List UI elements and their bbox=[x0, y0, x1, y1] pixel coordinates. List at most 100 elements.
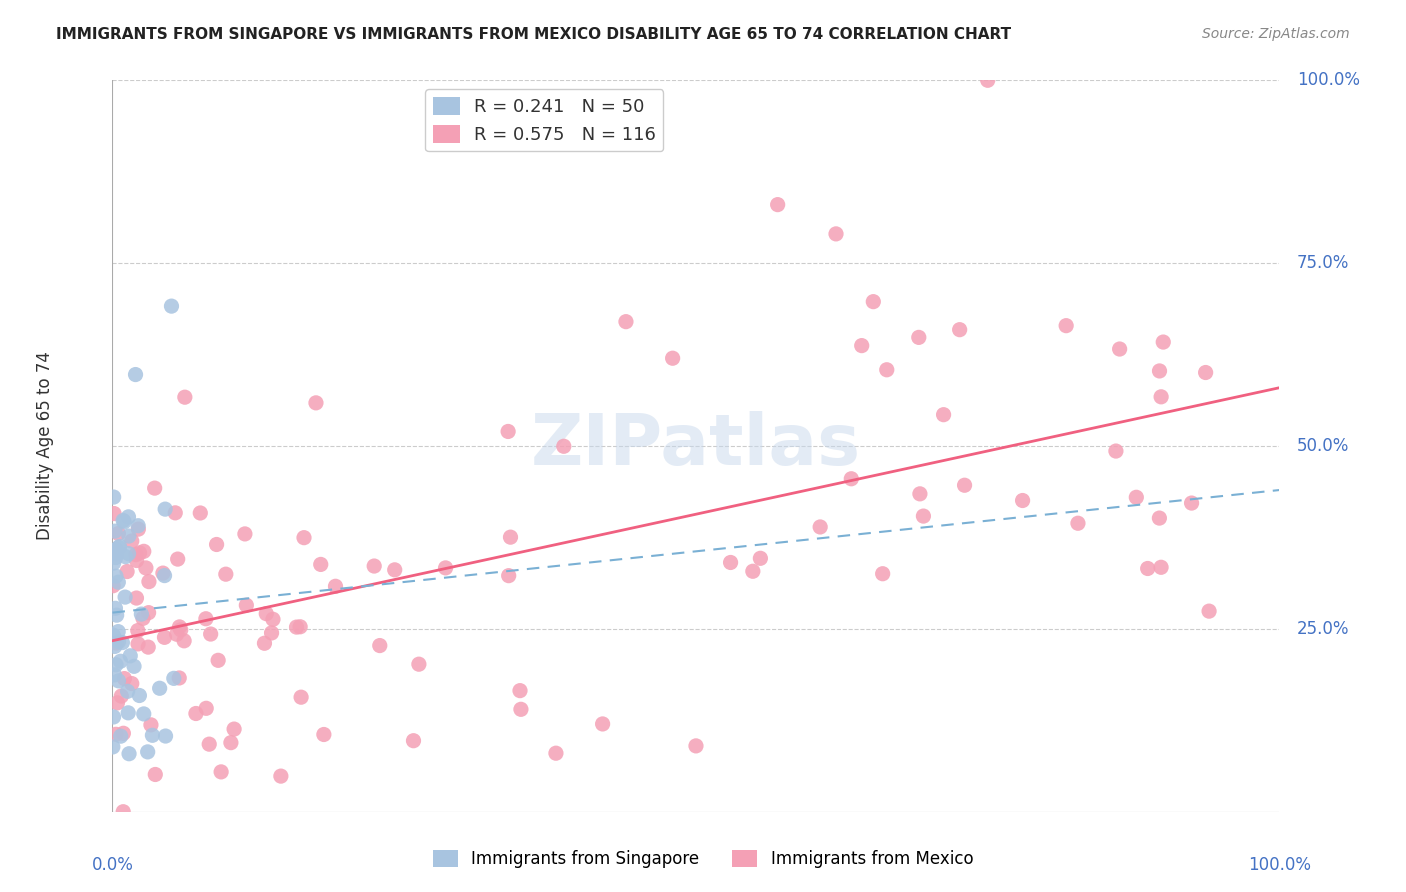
Point bbox=[122, 659, 145, 673]
Point bbox=[173, 633, 195, 648]
Point bbox=[205, 537, 228, 551]
Point bbox=[105, 608, 128, 623]
Text: Source: ZipAtlas.com: Source: ZipAtlas.com bbox=[1202, 27, 1350, 41]
Point bbox=[163, 671, 186, 685]
Point bbox=[107, 634, 129, 648]
Point bbox=[138, 606, 160, 620]
Point bbox=[132, 611, 155, 625]
Legend: Immigrants from Singapore, Immigrants from Mexico: Immigrants from Singapore, Immigrants fr… bbox=[426, 843, 980, 875]
Point bbox=[270, 769, 292, 783]
Point bbox=[105, 542, 128, 557]
Point bbox=[103, 556, 125, 570]
Point bbox=[125, 548, 148, 562]
Point bbox=[118, 529, 141, 543]
Point bbox=[839, 472, 862, 486]
Point bbox=[107, 526, 129, 541]
Point bbox=[1054, 318, 1077, 333]
Point bbox=[149, 681, 172, 696]
Point bbox=[127, 637, 149, 651]
Point bbox=[544, 746, 567, 760]
Point bbox=[128, 546, 150, 560]
Point bbox=[125, 591, 148, 605]
Point bbox=[173, 390, 195, 404]
Point bbox=[104, 569, 127, 583]
Text: 50.0%: 50.0% bbox=[1296, 437, 1350, 455]
Point bbox=[103, 628, 125, 642]
Point bbox=[1149, 364, 1171, 378]
Point bbox=[851, 338, 873, 352]
Point bbox=[152, 566, 174, 581]
Point bbox=[509, 702, 531, 716]
Point bbox=[912, 509, 935, 524]
Text: 75.0%: 75.0% bbox=[1296, 254, 1350, 272]
Text: 100.0%: 100.0% bbox=[1296, 71, 1360, 89]
Point bbox=[262, 612, 284, 626]
Point bbox=[184, 706, 207, 721]
Point bbox=[111, 635, 134, 649]
Point bbox=[128, 689, 150, 703]
Point bbox=[766, 197, 789, 211]
Point bbox=[132, 706, 155, 721]
Point bbox=[117, 509, 139, 524]
Point bbox=[1180, 496, 1202, 510]
Point bbox=[104, 550, 127, 565]
Point bbox=[114, 590, 136, 604]
Point bbox=[112, 726, 135, 740]
Point bbox=[121, 534, 143, 549]
Point bbox=[808, 520, 831, 534]
Point bbox=[104, 543, 127, 558]
Point bbox=[110, 689, 132, 703]
Point bbox=[685, 739, 707, 753]
Point bbox=[499, 530, 522, 544]
Point bbox=[434, 561, 457, 575]
Point bbox=[312, 727, 335, 741]
Point bbox=[104, 727, 127, 741]
Point bbox=[907, 330, 929, 344]
Text: 0.0%: 0.0% bbox=[91, 855, 134, 873]
Point bbox=[1149, 511, 1171, 525]
Point bbox=[1105, 444, 1128, 458]
Point bbox=[125, 553, 148, 567]
Point bbox=[285, 620, 308, 634]
Point bbox=[107, 624, 129, 639]
Point bbox=[101, 579, 124, 593]
Point bbox=[384, 563, 406, 577]
Text: 100.0%: 100.0% bbox=[1249, 855, 1310, 873]
Point bbox=[253, 636, 276, 650]
Point bbox=[976, 73, 998, 87]
Point bbox=[720, 556, 742, 570]
Point bbox=[127, 518, 149, 533]
Point bbox=[132, 544, 155, 558]
Point bbox=[1150, 560, 1173, 574]
Point bbox=[200, 627, 222, 641]
Point bbox=[1194, 366, 1216, 380]
Point bbox=[509, 683, 531, 698]
Point bbox=[325, 579, 347, 593]
Point bbox=[117, 706, 139, 720]
Point bbox=[235, 599, 257, 613]
Point bbox=[107, 575, 129, 590]
Point bbox=[224, 722, 246, 736]
Point bbox=[101, 739, 124, 754]
Point bbox=[368, 639, 391, 653]
Point bbox=[260, 626, 283, 640]
Point bbox=[932, 408, 955, 422]
Point bbox=[131, 607, 153, 621]
Point bbox=[107, 673, 129, 688]
Point bbox=[207, 653, 229, 667]
Point bbox=[862, 294, 884, 309]
Point bbox=[104, 657, 127, 672]
Point bbox=[188, 506, 211, 520]
Point bbox=[290, 690, 312, 705]
Point bbox=[614, 315, 637, 329]
Point bbox=[114, 549, 136, 564]
Point bbox=[194, 612, 217, 626]
Point bbox=[110, 729, 132, 743]
Point bbox=[408, 657, 430, 672]
Point bbox=[166, 552, 188, 566]
Point bbox=[872, 566, 894, 581]
Point bbox=[592, 717, 614, 731]
Point bbox=[143, 767, 166, 781]
Point bbox=[110, 654, 132, 668]
Point bbox=[219, 736, 242, 750]
